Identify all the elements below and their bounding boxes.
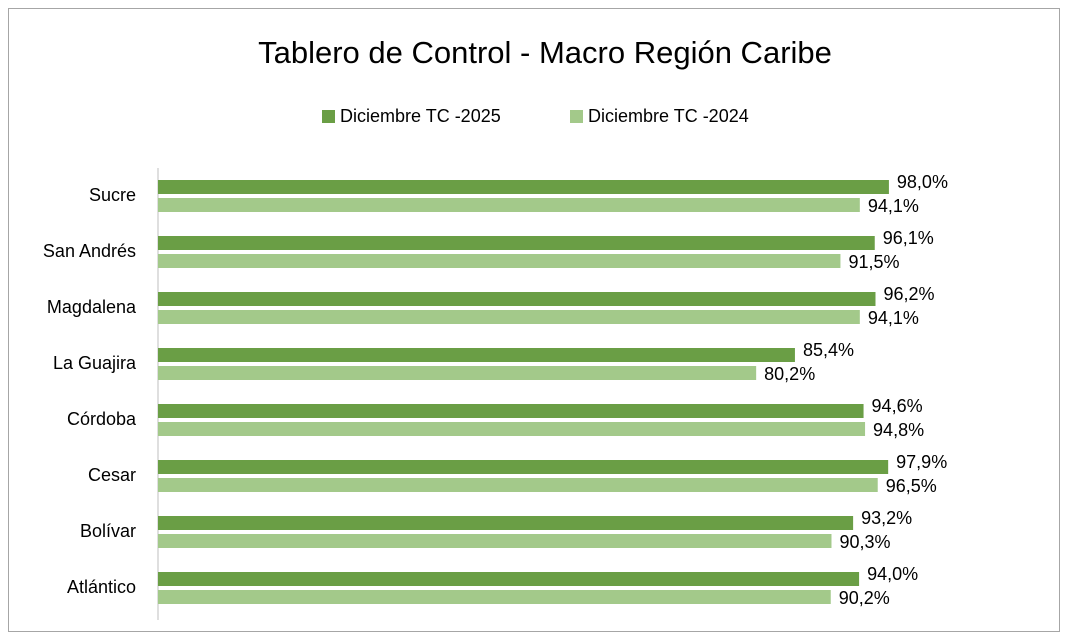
data-label: 93,2%	[861, 508, 912, 528]
data-label: 94,8%	[873, 420, 924, 440]
data-label: 91,5%	[848, 252, 899, 272]
bar	[158, 460, 889, 474]
y-tick-label: Sucre	[89, 185, 136, 205]
legend-swatch	[322, 110, 335, 123]
data-label: 96,5%	[886, 476, 937, 496]
bar	[158, 310, 860, 324]
bar	[158, 180, 889, 194]
y-tick-label: La Guajira	[53, 353, 137, 373]
data-label: 90,2%	[839, 588, 890, 608]
y-tick-label: Magdalena	[47, 297, 137, 317]
data-label: 94,0%	[867, 564, 918, 584]
data-label: 97,9%	[896, 452, 947, 472]
bar	[158, 236, 875, 250]
y-tick-label: Atlántico	[67, 577, 136, 597]
bar	[158, 404, 864, 418]
y-tick-label: San Andrés	[43, 241, 136, 261]
data-label: 94,6%	[872, 396, 923, 416]
bar	[158, 292, 876, 306]
data-label: 94,1%	[868, 308, 919, 328]
data-label: 96,1%	[883, 228, 934, 248]
data-label: 90,3%	[839, 532, 890, 552]
bar	[158, 478, 878, 492]
bar	[158, 516, 854, 530]
y-tick-label: Córdoba	[67, 409, 137, 429]
data-label: 94,1%	[868, 196, 919, 216]
bar	[158, 366, 757, 380]
y-tick-label: Bolívar	[80, 521, 136, 541]
chart-title: Tablero de Control - Macro Región Caribe	[258, 35, 832, 70]
data-label: 96,2%	[883, 284, 934, 304]
y-tick-label: Cesar	[88, 465, 136, 485]
bar	[158, 422, 866, 436]
bar	[158, 590, 831, 604]
data-label: 85,4%	[803, 340, 854, 360]
bar	[158, 348, 795, 362]
legend-label: Diciembre TC -2024	[588, 106, 749, 126]
legend-swatch	[570, 110, 583, 123]
bar	[158, 198, 860, 212]
bar	[158, 572, 860, 586]
bar	[158, 534, 832, 548]
data-label: 98,0%	[897, 172, 948, 192]
legend-label: Diciembre TC -2025	[340, 106, 501, 126]
data-label: 80,2%	[764, 364, 815, 384]
bar	[158, 254, 841, 268]
